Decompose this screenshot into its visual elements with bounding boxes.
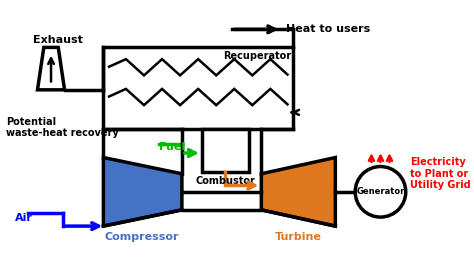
FancyBboxPatch shape bbox=[202, 129, 249, 172]
Text: Fuel: Fuel bbox=[159, 142, 185, 152]
Text: Recuperator: Recuperator bbox=[223, 51, 291, 61]
Text: Turbine: Turbine bbox=[275, 232, 322, 242]
Text: Air: Air bbox=[15, 214, 33, 224]
Circle shape bbox=[355, 167, 406, 217]
Polygon shape bbox=[261, 158, 335, 226]
Text: Heat to users: Heat to users bbox=[286, 24, 370, 34]
Polygon shape bbox=[103, 158, 182, 226]
Text: Potential
waste-heat recovery: Potential waste-heat recovery bbox=[6, 117, 118, 139]
Text: Compressor: Compressor bbox=[105, 232, 180, 242]
Text: Combustor: Combustor bbox=[195, 176, 255, 186]
Text: Generator: Generator bbox=[356, 187, 405, 196]
Text: Electricity
to Plant or
Utility Grid: Electricity to Plant or Utility Grid bbox=[410, 157, 471, 190]
Text: Exhaust: Exhaust bbox=[33, 35, 83, 45]
